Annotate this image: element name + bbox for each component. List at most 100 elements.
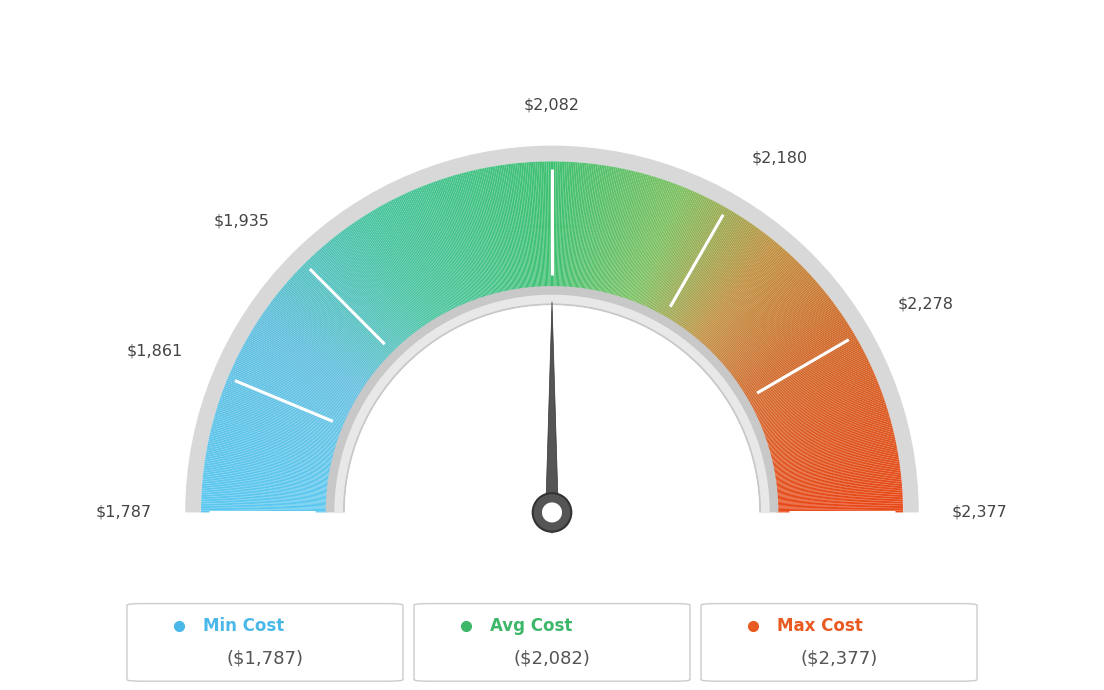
Wedge shape: [222, 392, 341, 436]
Wedge shape: [594, 168, 619, 292]
Wedge shape: [635, 186, 683, 304]
Wedge shape: [256, 323, 363, 392]
Wedge shape: [490, 167, 513, 291]
Wedge shape: [559, 161, 565, 288]
Wedge shape: [762, 386, 880, 433]
Wedge shape: [447, 177, 486, 298]
Wedge shape: [474, 170, 503, 293]
Wedge shape: [750, 345, 861, 406]
Wedge shape: [522, 163, 534, 288]
Wedge shape: [638, 188, 688, 306]
Wedge shape: [524, 162, 535, 288]
Wedge shape: [261, 315, 367, 387]
Wedge shape: [326, 243, 407, 341]
Wedge shape: [618, 177, 657, 298]
Wedge shape: [753, 356, 868, 413]
Wedge shape: [202, 485, 328, 496]
Wedge shape: [210, 433, 333, 462]
Wedge shape: [670, 214, 739, 322]
Wedge shape: [723, 286, 821, 368]
Wedge shape: [420, 187, 468, 304]
Wedge shape: [710, 263, 800, 353]
Wedge shape: [510, 164, 527, 289]
Wedge shape: [569, 162, 580, 288]
Wedge shape: [729, 296, 829, 375]
Wedge shape: [683, 228, 758, 331]
Wedge shape: [497, 166, 518, 290]
Wedge shape: [521, 163, 533, 288]
Wedge shape: [346, 228, 421, 331]
Wedge shape: [257, 319, 364, 390]
Wedge shape: [396, 197, 453, 311]
Wedge shape: [349, 225, 423, 329]
Wedge shape: [756, 364, 871, 419]
Wedge shape: [291, 276, 386, 362]
Wedge shape: [268, 305, 371, 380]
Wedge shape: [671, 215, 740, 323]
Wedge shape: [217, 406, 338, 445]
Wedge shape: [688, 233, 766, 334]
Wedge shape: [661, 206, 724, 317]
Wedge shape: [766, 408, 888, 446]
Wedge shape: [453, 175, 489, 297]
Wedge shape: [226, 380, 344, 428]
Wedge shape: [287, 280, 383, 365]
Wedge shape: [328, 288, 776, 513]
Wedge shape: [624, 180, 666, 300]
Wedge shape: [666, 209, 731, 319]
Wedge shape: [690, 235, 768, 335]
Text: ($2,082): ($2,082): [513, 650, 591, 668]
Wedge shape: [774, 454, 899, 476]
Wedge shape: [651, 197, 708, 311]
Wedge shape: [747, 340, 859, 403]
Wedge shape: [644, 192, 697, 308]
Wedge shape: [573, 163, 587, 289]
Wedge shape: [400, 196, 455, 310]
Wedge shape: [203, 474, 329, 489]
Wedge shape: [745, 332, 854, 398]
Wedge shape: [214, 416, 336, 452]
Wedge shape: [720, 279, 815, 364]
Wedge shape: [279, 290, 379, 371]
Wedge shape: [347, 226, 422, 330]
Wedge shape: [660, 205, 723, 316]
Wedge shape: [597, 169, 625, 293]
Wedge shape: [602, 170, 633, 294]
Wedge shape: [711, 264, 802, 355]
Wedge shape: [403, 194, 457, 309]
Wedge shape: [742, 324, 849, 393]
Wedge shape: [692, 239, 773, 338]
Wedge shape: [411, 190, 463, 307]
Wedge shape: [701, 250, 787, 346]
Wedge shape: [591, 167, 614, 291]
Wedge shape: [241, 348, 353, 408]
Wedge shape: [760, 378, 877, 428]
Wedge shape: [384, 203, 446, 315]
Wedge shape: [633, 185, 679, 303]
Wedge shape: [203, 471, 329, 486]
Wedge shape: [201, 497, 328, 504]
Wedge shape: [751, 350, 864, 409]
Wedge shape: [541, 161, 546, 288]
Wedge shape: [771, 433, 894, 462]
Wedge shape: [211, 428, 333, 460]
Wedge shape: [709, 260, 797, 352]
Wedge shape: [499, 165, 519, 290]
Wedge shape: [701, 249, 785, 345]
Wedge shape: [655, 201, 714, 313]
Wedge shape: [244, 342, 355, 404]
Wedge shape: [764, 397, 884, 440]
Wedge shape: [684, 230, 762, 332]
Wedge shape: [247, 337, 358, 401]
Wedge shape: [538, 161, 544, 288]
Wedge shape: [314, 254, 400, 348]
Wedge shape: [623, 179, 664, 299]
Wedge shape: [656, 201, 716, 314]
Text: $1,861: $1,861: [126, 344, 182, 359]
Wedge shape: [691, 237, 772, 337]
Wedge shape: [772, 442, 896, 468]
Wedge shape: [639, 189, 690, 306]
Wedge shape: [332, 237, 413, 337]
Wedge shape: [767, 415, 890, 451]
Wedge shape: [244, 344, 355, 405]
